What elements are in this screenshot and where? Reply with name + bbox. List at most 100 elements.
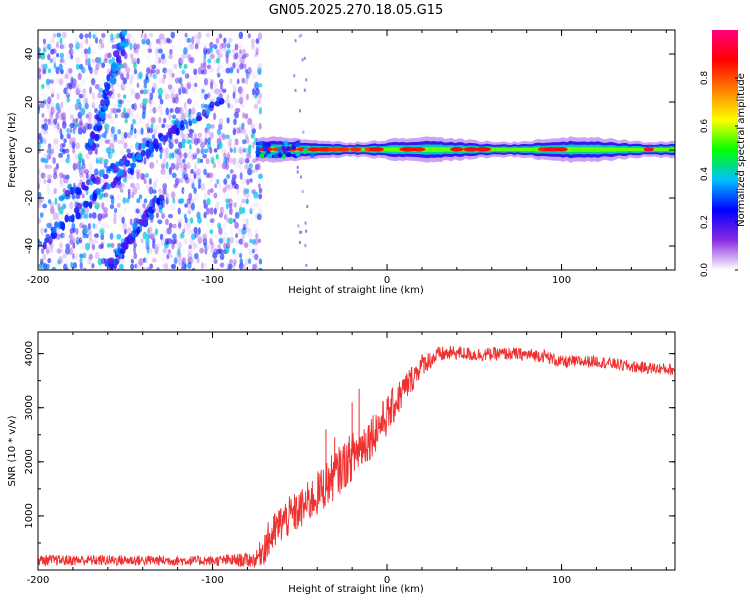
spectrogram-speckle <box>40 172 46 179</box>
spectrogram-speckle <box>162 188 167 195</box>
spectrogram-speckle <box>66 262 70 270</box>
spectrogram-speckle <box>204 103 208 109</box>
spectrogram-speckle <box>202 119 207 125</box>
spectrogram-speckle <box>66 133 71 139</box>
spectrogram-speckle <box>101 62 106 69</box>
spectrogram-speckle <box>38 177 42 184</box>
spectrogram-speckle <box>62 168 67 175</box>
spectrogram-speckle <box>227 33 231 41</box>
spectrogram-speckle <box>159 152 163 160</box>
spectrogram-speckle <box>136 203 142 211</box>
spectrogram-speckle <box>78 42 84 49</box>
carrier-peak <box>450 147 464 152</box>
spectrogram-speckle <box>38 202 42 209</box>
spectrogram-speckle <box>55 112 59 120</box>
spectrogram-speckle <box>62 142 66 148</box>
spectrogram-speckle <box>146 233 151 239</box>
spectrogram-speckle <box>162 247 167 254</box>
spectrogram-speckle <box>214 138 218 146</box>
spectrogram-speckle <box>114 243 118 249</box>
spectrogram-speckle <box>201 194 205 200</box>
spectrogram-speckle <box>161 147 165 156</box>
spectrogram-speckle <box>154 73 160 79</box>
spectrogram-speckle <box>79 173 84 178</box>
spectrogram-speckle <box>151 86 155 94</box>
spectrogram-speckle <box>149 92 154 101</box>
spectrogram-speckle <box>49 42 53 49</box>
spectrogram-streak-mark <box>132 222 138 231</box>
spectrogram-speckle <box>232 218 236 223</box>
spectrogram-speckle <box>223 263 227 268</box>
spectrogram-speckle <box>101 32 106 39</box>
spectrogram-speckle <box>180 83 184 89</box>
spectrogram-speckle <box>82 174 87 180</box>
spectrogram-faint-dot <box>299 109 302 113</box>
spectrogram-speckle <box>187 256 193 265</box>
spectrogram-speckle <box>113 38 117 45</box>
spectrogram-speckle <box>78 93 84 99</box>
spectrogram-speckle <box>195 168 201 176</box>
spectrogram-speckle <box>88 118 92 124</box>
spectrogram-streak-mark <box>209 101 215 108</box>
spectrogram-speckle <box>165 53 171 61</box>
spectrogram-speckle <box>102 218 106 225</box>
spectrogram-speckle <box>89 86 93 95</box>
spectrogram-speckle <box>213 44 218 50</box>
spectrogram-speckle <box>160 107 163 116</box>
spectrogram-speckle <box>196 173 202 181</box>
spectrogram-speckle <box>247 232 253 238</box>
spectrogram-speckle <box>133 68 138 75</box>
spectrogram-speckle <box>74 83 80 91</box>
spectrogram-speckle <box>81 158 85 166</box>
spectrogram-speckle <box>165 212 170 219</box>
spectrogram-speckle <box>177 202 183 208</box>
spectrogram-speckle <box>196 137 201 144</box>
spectrogram-speckle <box>220 82 224 90</box>
spectrogram-speckle <box>43 38 46 45</box>
spectrogram-speckle <box>97 153 101 161</box>
spectrogram-speckle <box>222 222 227 228</box>
spectrogram-speckle <box>210 156 215 164</box>
spectrogram-speckle <box>43 118 48 124</box>
spectrogram-speckle <box>202 68 208 75</box>
spectrogram-speckle <box>126 227 132 234</box>
spectrogram-speckle <box>91 42 96 50</box>
spectrogram-speckle <box>130 57 135 65</box>
spectrogram-speckle <box>87 257 92 265</box>
spectrogram-speckle <box>231 48 236 54</box>
spectrogram-speckle <box>221 237 227 245</box>
spectrogram-speckle <box>204 127 208 134</box>
spectrogram-speckle <box>251 214 256 220</box>
spectrogram-speckle <box>79 117 83 126</box>
spectrogram-speckle <box>113 103 117 110</box>
spectrogram-streak-mark <box>124 159 131 167</box>
spectrogram-speckle <box>71 193 76 200</box>
spectrogram-speckle <box>81 38 87 44</box>
spectrogram-speckle <box>250 38 255 44</box>
spectrogram-speckle <box>233 99 237 105</box>
spectrogram-speckle <box>46 193 51 201</box>
spectrogram-speckle <box>215 201 221 210</box>
spectrogram-speckle <box>202 163 207 170</box>
spectrogram-speckle <box>59 128 63 136</box>
spectrogram-speckle <box>65 178 70 184</box>
spectrogram-speckle <box>133 242 137 248</box>
spectrogram-speckle <box>228 198 233 206</box>
spectrogram-speckle <box>88 43 92 49</box>
spectrogram-speckle <box>234 98 240 104</box>
spectrogram-speckle <box>200 141 206 149</box>
spectrogram-speckle <box>112 107 118 114</box>
spectrogram-speckle <box>199 92 205 100</box>
spectrogram-speckle <box>168 152 172 160</box>
spectrogram-speckle <box>177 207 181 215</box>
spectrogram-speckle <box>155 68 161 75</box>
spectrogram-speckle <box>187 252 193 259</box>
spectrogram-speckle <box>94 258 99 264</box>
spectrogram-speckle <box>253 238 259 246</box>
spectrogram-speckle <box>249 87 253 96</box>
spectrogram-speckle <box>93 238 99 244</box>
spectrogram-speckle <box>212 252 218 259</box>
snr-marks <box>38 345 675 568</box>
spectrogram-speckle <box>253 73 259 79</box>
spectrogram-speckle <box>235 146 241 154</box>
